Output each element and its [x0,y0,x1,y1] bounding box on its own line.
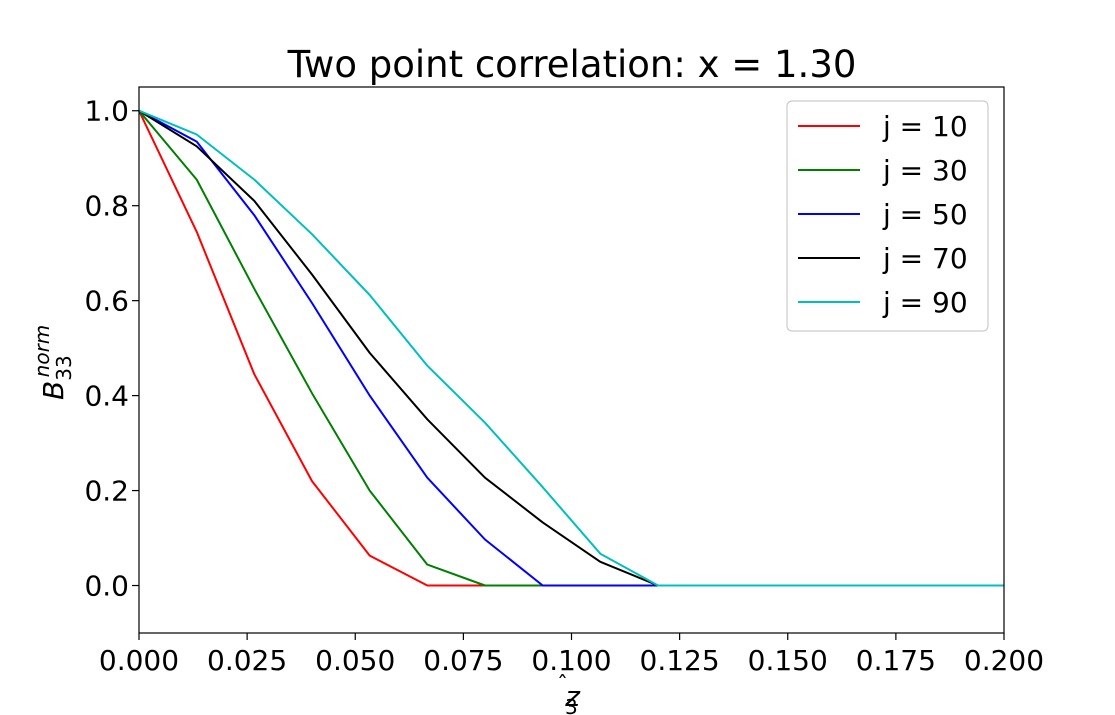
chart-title: Two point correlation: x = 1.30 [287,43,857,86]
x-axis-label-sub: 3 [565,695,578,715]
legend-label: j = 90 [882,286,968,319]
x-axis-label-base: z [564,680,581,713]
x-tick-label: 0.175 [856,644,936,677]
x-tick-label: 0.200 [964,644,1044,677]
x-tick-label: 0.025 [207,644,287,677]
x-tick-label: 0.000 [99,644,179,677]
legend-label: j = 50 [882,198,968,231]
y-tick-label: 0.2 [84,475,129,508]
legend-label: j = 70 [882,242,968,275]
x-tick-label: 0.125 [640,644,720,677]
y-tick-label: 1.0 [84,95,129,128]
y-axis-label: B33norm [30,325,76,400]
x-axis-label: ẑ3 [559,675,581,715]
series-line-5 [138,109,1004,587]
y-axis-label-base: B [37,381,70,400]
y-axis-ticks: 0.0 0.2 0.4 0.6 0.8 1.0 [84,95,139,603]
x-tick-label: 0.150 [748,644,828,677]
legend-items: j = 10 j = 30 j = 50 j = 70 j = 90 [798,110,968,319]
y-tick-label: 0.8 [84,190,129,223]
legend-box [786,100,989,332]
legend-label: j = 10 [882,110,968,143]
legend-label: j = 30 [882,154,968,187]
x-axis-ticks: 0.000 0.025 0.050 0.075 0.100 0.125 0.150 0.175… [99,633,1044,677]
y-tick-label: 0.6 [84,285,129,318]
y-tick-label: 0.0 [84,570,129,603]
x-tick-label: 0.075 [423,644,503,677]
plot-lines [138,109,1004,587]
y-axis-label-sup: norm [30,325,54,378]
y-axis-label-sub: 33 [52,355,76,380]
legend: j = 10 j = 30 j = 50 j = 70 j = 90 [786,100,989,332]
y-tick-label: 0.4 [84,380,129,413]
x-tick-label: 0.100 [531,644,611,677]
x-tick-label: 0.050 [315,644,395,677]
